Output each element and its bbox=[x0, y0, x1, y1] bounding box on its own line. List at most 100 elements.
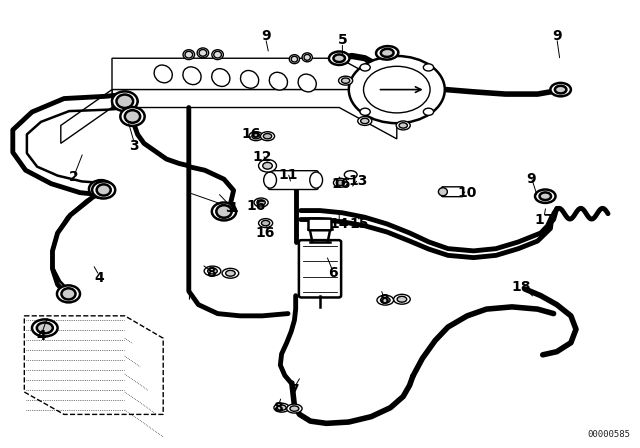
Ellipse shape bbox=[555, 86, 566, 93]
Ellipse shape bbox=[397, 297, 407, 302]
Ellipse shape bbox=[261, 220, 270, 226]
Text: 3: 3 bbox=[225, 201, 236, 215]
Ellipse shape bbox=[394, 294, 410, 304]
Circle shape bbox=[349, 56, 445, 123]
Circle shape bbox=[423, 108, 433, 115]
Text: 15: 15 bbox=[350, 217, 369, 231]
Ellipse shape bbox=[289, 55, 300, 64]
Text: 11: 11 bbox=[278, 168, 298, 182]
Ellipse shape bbox=[185, 51, 193, 58]
Ellipse shape bbox=[252, 134, 260, 139]
Text: 00000585: 00000585 bbox=[588, 430, 630, 439]
Ellipse shape bbox=[377, 295, 394, 305]
Text: 4: 4 bbox=[36, 329, 47, 343]
Ellipse shape bbox=[254, 198, 268, 207]
Ellipse shape bbox=[358, 116, 372, 125]
Circle shape bbox=[364, 66, 430, 113]
Text: 3: 3 bbox=[129, 138, 140, 153]
FancyBboxPatch shape bbox=[299, 240, 341, 297]
Ellipse shape bbox=[396, 121, 410, 130]
Text: 13: 13 bbox=[349, 174, 368, 189]
Polygon shape bbox=[61, 90, 112, 143]
Circle shape bbox=[360, 108, 371, 115]
Text: 16: 16 bbox=[242, 127, 261, 142]
Ellipse shape bbox=[212, 202, 236, 220]
Ellipse shape bbox=[222, 268, 239, 278]
Ellipse shape bbox=[329, 52, 349, 65]
Ellipse shape bbox=[342, 78, 350, 83]
Text: 1: 1 bbox=[228, 201, 239, 215]
Ellipse shape bbox=[535, 190, 556, 203]
Ellipse shape bbox=[37, 323, 53, 333]
Ellipse shape bbox=[212, 50, 223, 60]
Ellipse shape bbox=[380, 297, 390, 303]
Ellipse shape bbox=[376, 46, 398, 60]
Text: 9: 9 bbox=[260, 29, 271, 43]
Ellipse shape bbox=[183, 50, 195, 60]
Ellipse shape bbox=[57, 285, 80, 302]
Text: 16: 16 bbox=[246, 199, 266, 213]
Ellipse shape bbox=[290, 406, 299, 411]
Ellipse shape bbox=[259, 159, 276, 172]
Ellipse shape bbox=[262, 162, 273, 169]
Ellipse shape bbox=[214, 51, 221, 58]
Ellipse shape bbox=[287, 404, 302, 413]
Ellipse shape bbox=[277, 405, 286, 410]
Ellipse shape bbox=[115, 99, 138, 103]
Text: 16: 16 bbox=[256, 226, 275, 240]
Ellipse shape bbox=[89, 180, 113, 198]
Text: 14: 14 bbox=[330, 217, 349, 231]
Ellipse shape bbox=[92, 186, 111, 192]
Ellipse shape bbox=[298, 74, 316, 92]
Ellipse shape bbox=[204, 266, 221, 276]
Ellipse shape bbox=[438, 188, 447, 196]
Polygon shape bbox=[24, 316, 163, 414]
Ellipse shape bbox=[381, 49, 394, 57]
Polygon shape bbox=[112, 58, 397, 90]
Ellipse shape bbox=[259, 219, 273, 228]
Text: 12: 12 bbox=[253, 150, 272, 164]
Text: 6: 6 bbox=[328, 266, 338, 280]
Ellipse shape bbox=[212, 69, 230, 86]
Ellipse shape bbox=[302, 53, 312, 62]
Ellipse shape bbox=[197, 48, 209, 58]
Text: 2: 2 bbox=[68, 170, 79, 184]
Text: 18: 18 bbox=[512, 280, 531, 294]
Ellipse shape bbox=[310, 172, 323, 188]
Text: 5: 5 bbox=[337, 33, 348, 47]
Text: 4: 4 bbox=[94, 271, 104, 285]
Circle shape bbox=[423, 64, 433, 71]
Text: 17: 17 bbox=[534, 212, 554, 227]
Ellipse shape bbox=[207, 268, 218, 274]
Ellipse shape bbox=[125, 110, 140, 123]
Circle shape bbox=[360, 64, 371, 71]
Text: 10: 10 bbox=[458, 185, 477, 200]
Ellipse shape bbox=[344, 171, 357, 179]
Ellipse shape bbox=[399, 123, 408, 128]
FancyBboxPatch shape bbox=[442, 187, 463, 197]
Ellipse shape bbox=[260, 132, 275, 141]
Ellipse shape bbox=[360, 118, 369, 124]
Ellipse shape bbox=[264, 172, 276, 188]
Ellipse shape bbox=[225, 270, 236, 276]
FancyBboxPatch shape bbox=[268, 171, 318, 190]
Text: 8: 8 bbox=[379, 293, 389, 307]
Ellipse shape bbox=[269, 72, 287, 90]
Ellipse shape bbox=[92, 181, 115, 198]
Ellipse shape bbox=[61, 289, 76, 300]
Ellipse shape bbox=[183, 67, 201, 85]
Ellipse shape bbox=[116, 95, 133, 108]
Text: 8: 8 bbox=[273, 401, 284, 415]
Text: 16: 16 bbox=[332, 177, 351, 191]
Ellipse shape bbox=[257, 200, 266, 205]
Ellipse shape bbox=[540, 192, 551, 200]
Polygon shape bbox=[112, 90, 397, 139]
Ellipse shape bbox=[550, 83, 571, 96]
Ellipse shape bbox=[333, 178, 348, 187]
Ellipse shape bbox=[249, 132, 263, 141]
Ellipse shape bbox=[112, 91, 138, 111]
Ellipse shape bbox=[291, 56, 298, 62]
Ellipse shape bbox=[97, 185, 111, 195]
Text: 9: 9 bbox=[526, 172, 536, 186]
Ellipse shape bbox=[274, 403, 289, 412]
